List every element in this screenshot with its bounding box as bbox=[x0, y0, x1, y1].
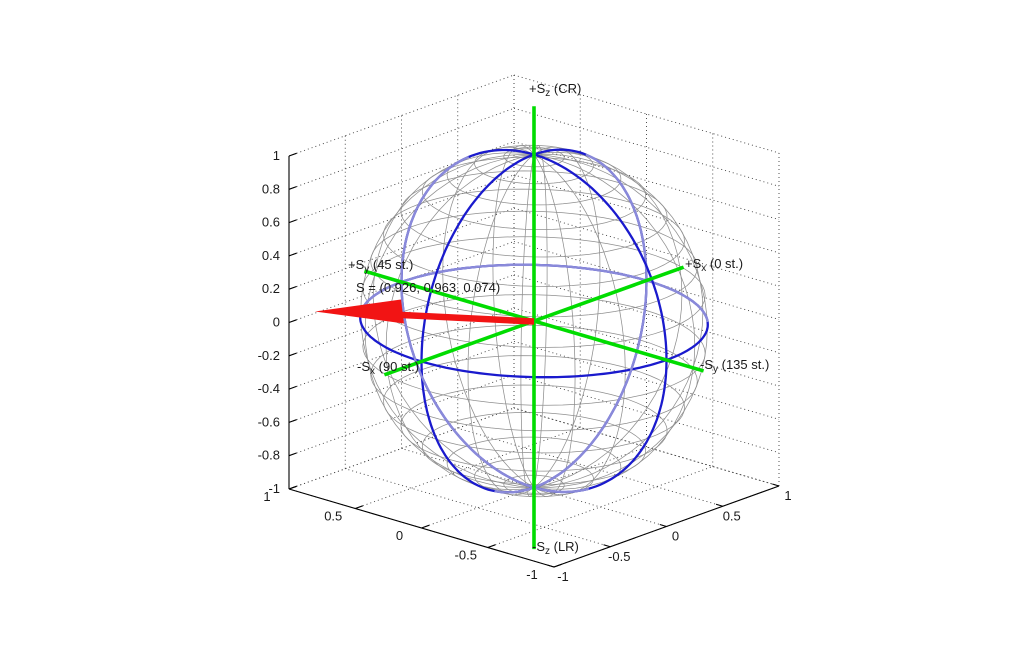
axis-label-neg-sx: -Sx (90 st.) bbox=[357, 359, 419, 377]
axis-label-pos-sy: +Sy (45 st.) bbox=[348, 257, 413, 275]
tick-label: 0.8 bbox=[262, 181, 280, 196]
equator-back bbox=[359, 263, 648, 317]
x-tick-mark bbox=[659, 523, 667, 528]
stokes-vector-arrow bbox=[315, 299, 535, 325]
stokes-axes bbox=[363, 106, 705, 550]
tick-label: -1 bbox=[526, 567, 538, 582]
tick-label: -0.6 bbox=[258, 414, 280, 429]
z-tick-mark bbox=[288, 419, 297, 423]
grid-line bbox=[457, 427, 723, 507]
tick-label: -1 bbox=[268, 481, 280, 496]
yz-meridian-back bbox=[400, 280, 590, 494]
z-tick-mark bbox=[288, 219, 297, 224]
tick-label: 0.4 bbox=[262, 248, 280, 263]
y-tick-mark bbox=[553, 563, 562, 568]
tick-label: -0.8 bbox=[258, 448, 280, 463]
z-tick-mark bbox=[288, 285, 297, 290]
x-tick-mark bbox=[603, 544, 611, 548]
stokes-vector-annotation: S = (0.926, 0.963, 0.074) bbox=[356, 280, 500, 295]
tick-label: -0.4 bbox=[258, 381, 280, 396]
tick-label: 0.5 bbox=[723, 508, 741, 523]
tick-label: -0.2 bbox=[258, 348, 280, 363]
tick-label: -1 bbox=[557, 569, 569, 584]
tick-label: 0 bbox=[672, 529, 679, 544]
tick-label: -0.5 bbox=[455, 548, 477, 563]
axis-label-pos-sx: +Sx (0 st.) bbox=[685, 256, 743, 274]
axis-label-neg-sy: -Sy (135 st.) bbox=[700, 357, 769, 375]
tick-label: 1 bbox=[273, 148, 280, 163]
grid-line bbox=[345, 468, 611, 548]
stokes-vector-shaft bbox=[391, 311, 535, 325]
x-tick-mark bbox=[547, 564, 555, 568]
tick-label: 0 bbox=[396, 528, 403, 543]
equator-back bbox=[645, 279, 709, 323]
z-tick-mark bbox=[288, 186, 297, 190]
xz-meridian-back bbox=[494, 279, 648, 494]
y-tick-mark bbox=[421, 524, 430, 529]
tick-label: 0.6 bbox=[262, 215, 280, 230]
tick-label: 1 bbox=[784, 488, 791, 503]
tick-label: 0.5 bbox=[324, 509, 342, 524]
tick-label: 0 bbox=[273, 315, 280, 330]
z-tick-mark bbox=[288, 452, 297, 457]
y-tick-mark bbox=[487, 544, 496, 549]
z-tick-mark bbox=[288, 319, 297, 324]
tick-label: 1 bbox=[263, 489, 270, 504]
tick-label: -0.5 bbox=[608, 549, 630, 564]
y-tick-mark bbox=[288, 485, 297, 490]
axis-label-neg-sz: -Sz (LR) bbox=[532, 539, 579, 557]
x-tick-mark bbox=[715, 503, 723, 507]
plot-labels: +Sz (CR) -Sz (LR) +Sx (0 st.) -Sy (135 st.)… bbox=[348, 81, 769, 557]
xz-meridian-back bbox=[585, 153, 648, 282]
x-tick-mark bbox=[772, 483, 780, 487]
axis-label-pos-sz: +Sz (CR) bbox=[529, 81, 581, 99]
axes: 10.80.60.40.20-0.2-0.4-0.6-0.8-110.50-0.… bbox=[258, 148, 792, 584]
z-tick-mark bbox=[288, 252, 297, 257]
y-tick-mark bbox=[355, 505, 363, 510]
stokes-vector-head bbox=[315, 299, 404, 324]
z-tick-mark bbox=[288, 385, 297, 390]
z-tick-mark bbox=[288, 152, 297, 157]
z-tick-mark bbox=[288, 352, 297, 357]
yz-meridian-back bbox=[400, 156, 469, 284]
tick-label: 0.2 bbox=[262, 281, 280, 296]
